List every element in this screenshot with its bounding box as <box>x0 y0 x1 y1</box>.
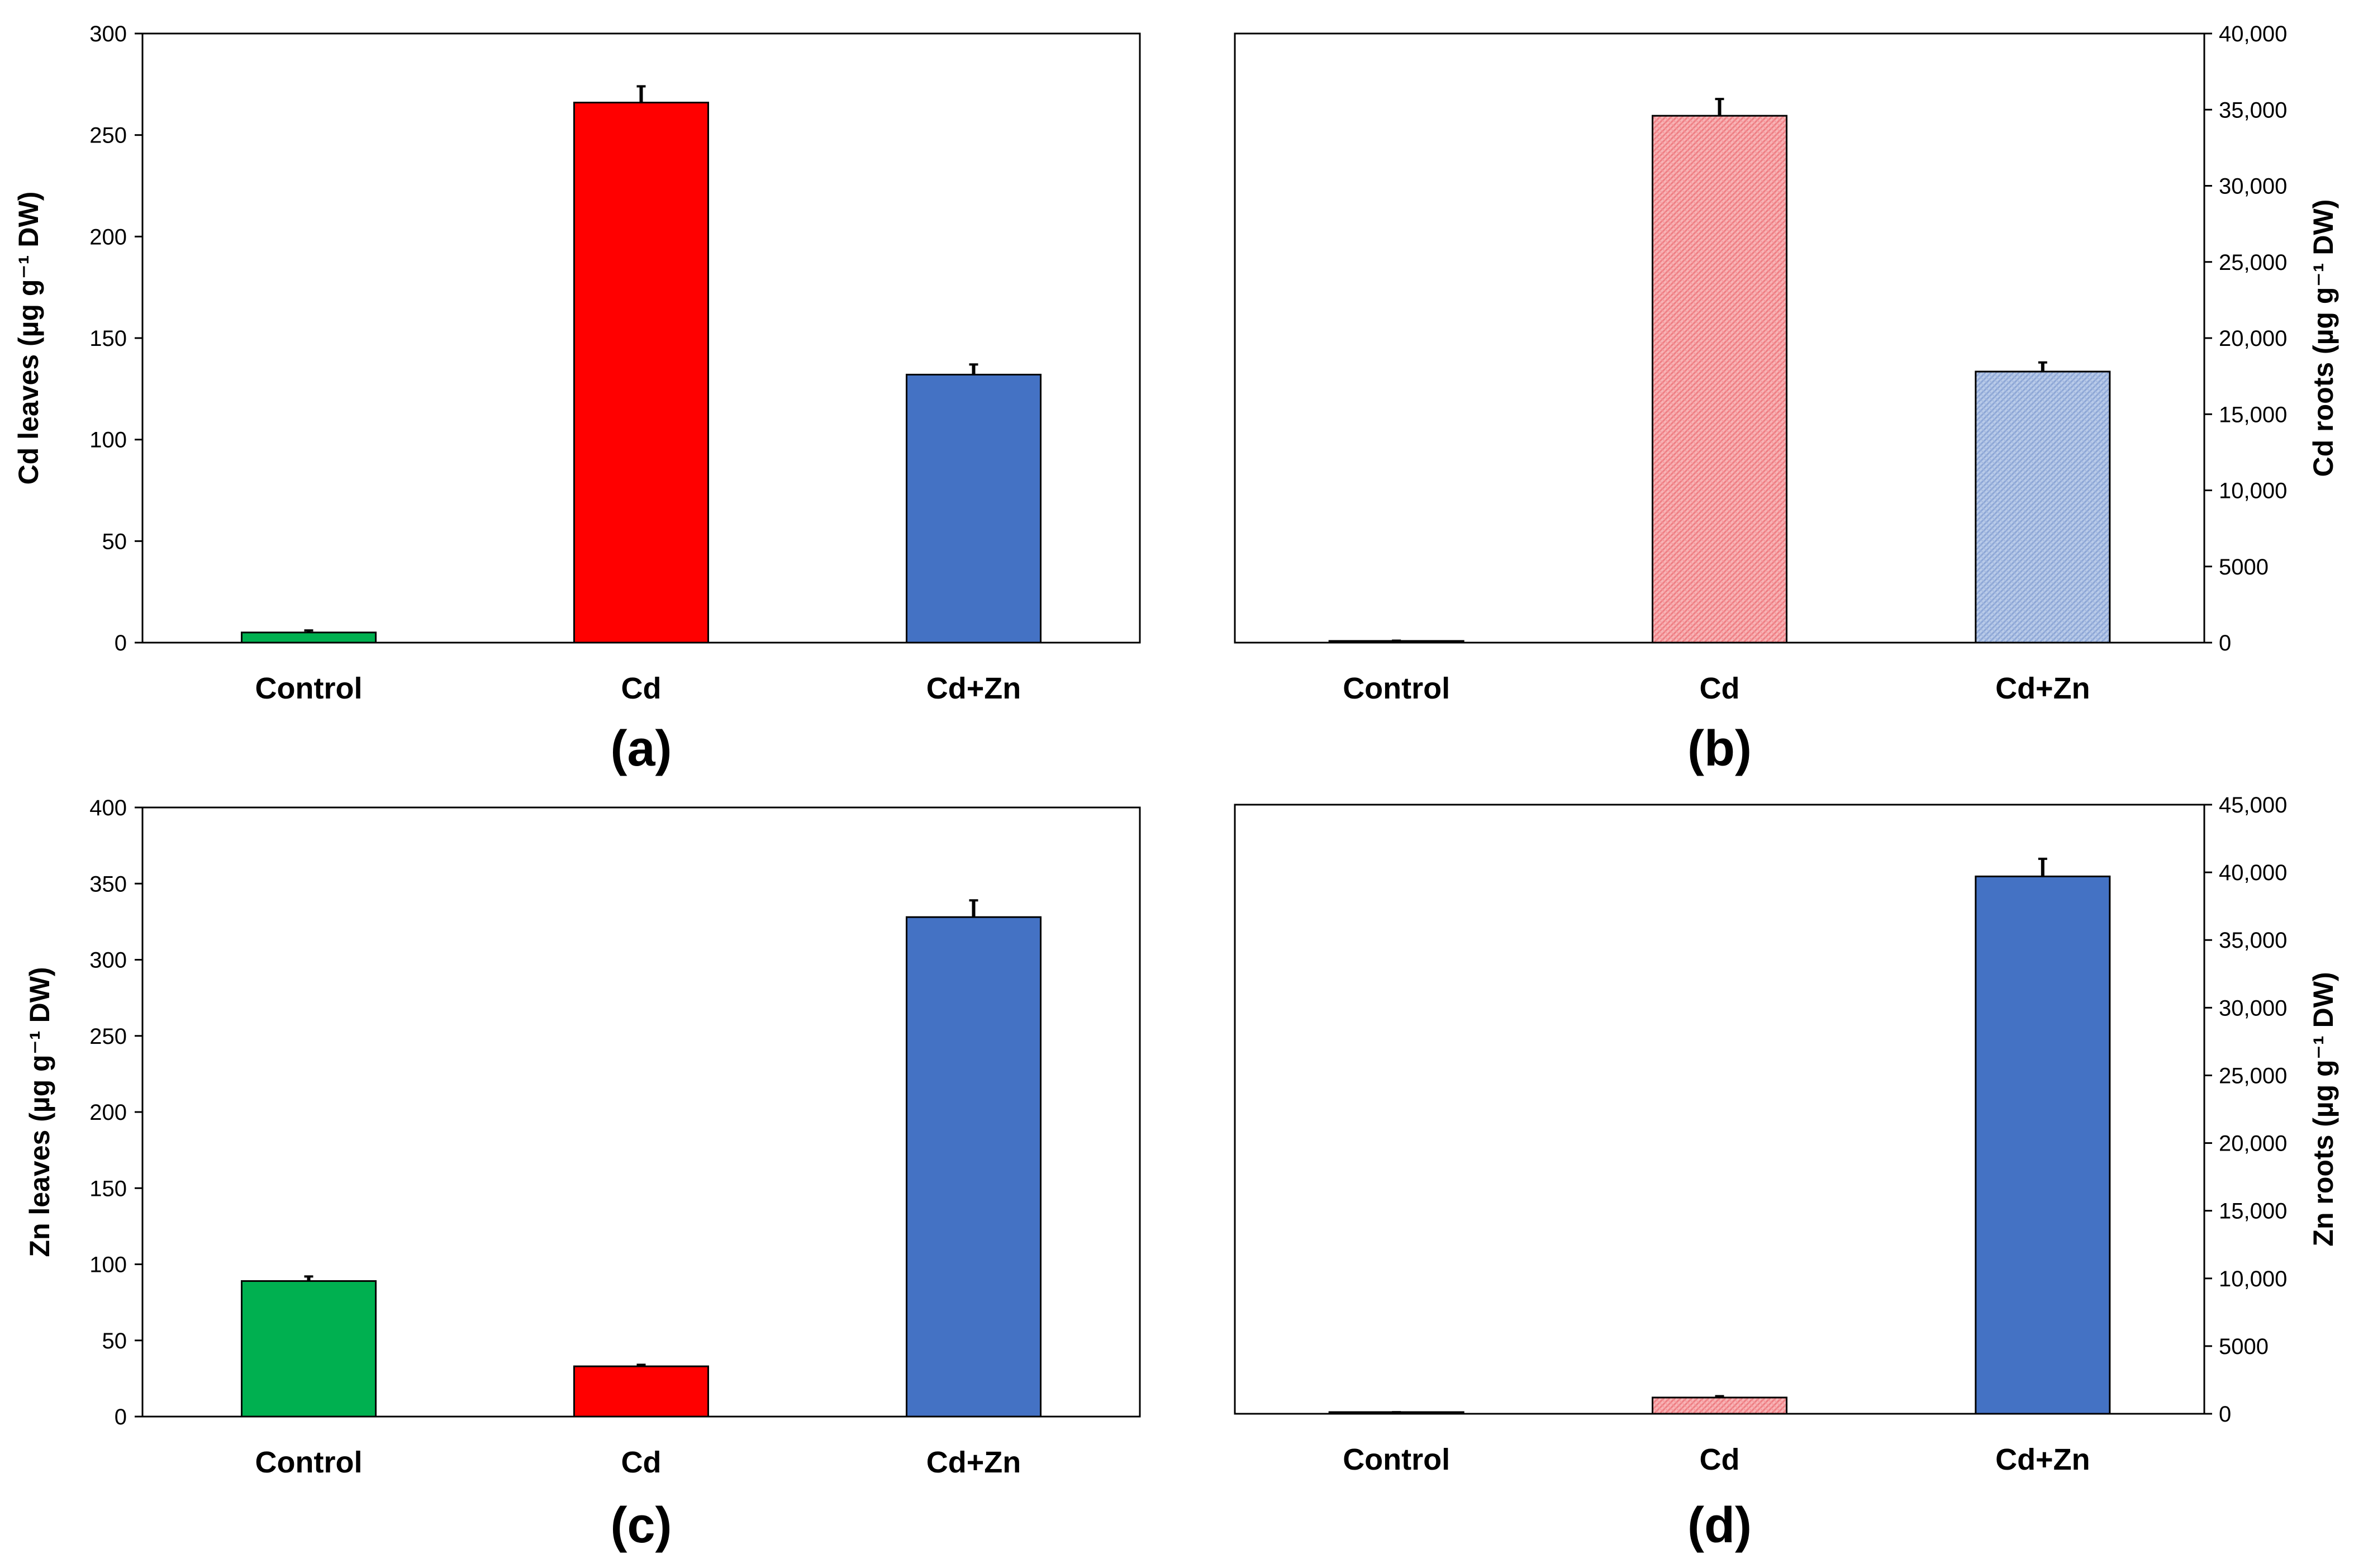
y-tick-label: 45,000 <box>2219 793 2287 818</box>
y-tick-label: 25,000 <box>2219 250 2287 275</box>
y-tick-label: 0 <box>2219 1402 2231 1427</box>
y-tick-label: 200 <box>89 225 127 249</box>
y-tick-label: 150 <box>89 326 127 351</box>
y-tick-label: 5000 <box>2219 555 2269 579</box>
panel-label: (c) <box>611 1498 672 1553</box>
y-axis-title: Cd leaves (µg g⁻¹ DW) <box>13 192 44 485</box>
category-label: Cd+Zn <box>1995 1443 2090 1476</box>
bar-cd <box>1652 1396 1787 1415</box>
y-tick-label: 0 <box>2219 631 2231 655</box>
y-tick-label: 10,000 <box>2219 1267 2287 1291</box>
y-tick-label: 250 <box>89 1024 127 1049</box>
bar-cd-zn <box>906 916 1042 1418</box>
y-tick-label: 10,000 <box>2219 479 2287 503</box>
category-label: Cd <box>1700 1443 1740 1476</box>
bar-cd-zn <box>906 373 1042 644</box>
y-axis-title: Cd roots (µg g⁻¹ DW) <box>2308 199 2339 477</box>
bar-cd <box>573 102 709 644</box>
bar-cd-zn <box>1975 875 2111 1415</box>
y-tick-label: 300 <box>89 948 127 973</box>
bar-control <box>241 1280 377 1418</box>
panel-label: (d) <box>1687 1498 1752 1553</box>
category-label: Cd+Zn <box>1995 672 2090 705</box>
y-tick-label: 200 <box>89 1100 127 1125</box>
bar-cd-zn <box>1975 370 2111 644</box>
bar-cd <box>1652 115 1787 644</box>
y-tick-label: 100 <box>89 1253 127 1277</box>
y-tick-label: 400 <box>89 796 127 820</box>
y-tick-label: 100 <box>89 428 127 453</box>
panel-label: (a) <box>611 721 672 777</box>
panel-label: (b) <box>1687 721 1752 777</box>
y-tick-label: 20,000 <box>2219 1132 2287 1156</box>
category-label: Control <box>1343 1443 1450 1476</box>
category-label: Cd <box>621 672 662 705</box>
y-tick-label: 35,000 <box>2219 928 2287 953</box>
category-label: Control <box>255 672 363 705</box>
category-label: Cd+Zn <box>926 1446 1021 1479</box>
y-tick-label: 250 <box>89 123 127 148</box>
chart-panel-c: 0 50 100 150 200 250 300 350 400 Zn leaves (µg g⁻… <box>24 796 1141 1553</box>
y-tick-label: 20,000 <box>2219 326 2287 351</box>
y-tick-label: 30,000 <box>2219 996 2287 1020</box>
y-tick-label: 0 <box>115 631 127 655</box>
y-tick-label: 35,000 <box>2219 98 2287 122</box>
chart-panel-a: 0 50 100 150 200 250 300 Cd leaves (µg g⁻¹ DW) C… <box>13 22 1141 777</box>
category-label: Control <box>1343 672 1450 705</box>
chart-panel-d: 0 5000 10,000 15,000 20,000 25,000 30,000 35,00… <box>1234 793 2339 1553</box>
y-tick-label: 300 <box>89 22 127 46</box>
y-tick-label: 40,000 <box>2219 22 2287 46</box>
y-axis-title: Zn roots (µg g⁻¹ DW) <box>2308 972 2339 1246</box>
y-tick-label: 25,000 <box>2219 1063 2287 1088</box>
category-label: Cd+Zn <box>926 672 1021 705</box>
category-label: Cd <box>1700 672 1740 705</box>
y-tick-label: 350 <box>89 872 127 896</box>
y-tick-label: 15,000 <box>2219 1199 2287 1224</box>
y-tick-label: 0 <box>115 1405 127 1429</box>
y-tick-label: 40,000 <box>2219 861 2287 885</box>
category-label: Control <box>255 1446 363 1479</box>
bar-cd <box>573 1365 709 1418</box>
bar-control <box>241 631 377 644</box>
y-tick-label: 50 <box>102 1329 127 1353</box>
y-axis-title: Zn leaves (µg g⁻¹ DW) <box>24 967 55 1257</box>
y-tick-label: 150 <box>89 1176 127 1201</box>
category-label: Cd <box>621 1446 662 1479</box>
chart-panel-b: 0 5000 10,000 15,000 20,000 25,000 30,000 35,00… <box>1234 22 2339 777</box>
y-tick-label: 5000 <box>2219 1334 2269 1359</box>
y-tick-label: 15,000 <box>2219 402 2287 427</box>
y-tick-label: 50 <box>102 529 127 554</box>
y-tick-label: 30,000 <box>2219 174 2287 199</box>
